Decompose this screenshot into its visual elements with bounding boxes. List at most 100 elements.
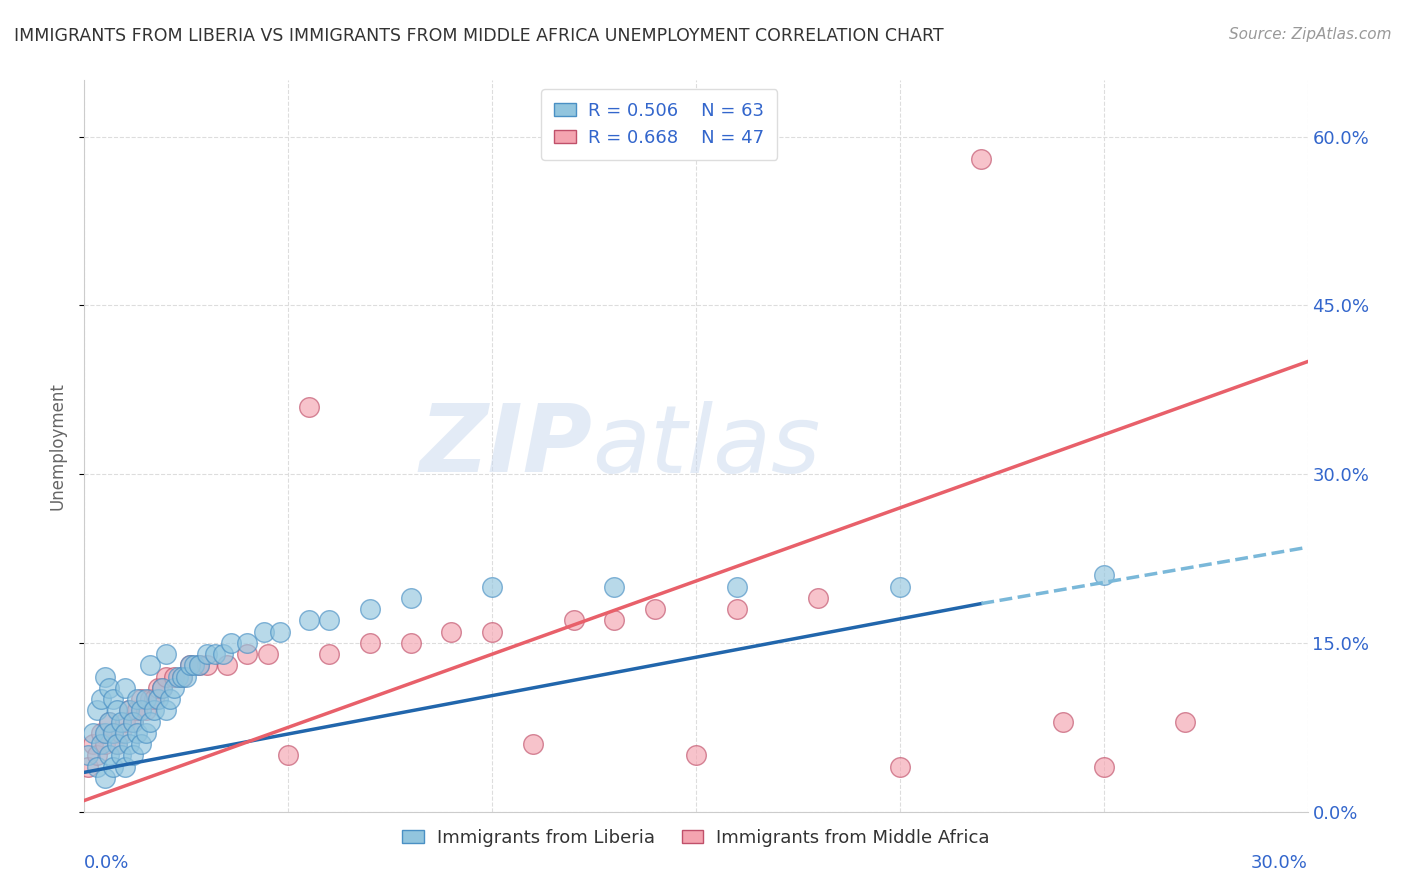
Point: [101, 726, 124, 740]
Point: [138, 714, 160, 729]
Point: [97, 714, 120, 729]
Point: [163, 670, 186, 684]
Point: [889, 580, 911, 594]
Point: [105, 703, 128, 717]
Point: [118, 703, 141, 717]
Point: [318, 614, 340, 628]
Text: Source: ZipAtlas.com: Source: ZipAtlas.com: [1229, 27, 1392, 42]
Point: [644, 602, 666, 616]
Text: atlas: atlas: [592, 401, 820, 491]
Point: [163, 681, 186, 695]
Point: [889, 760, 911, 774]
Point: [114, 726, 136, 740]
Point: [269, 624, 291, 639]
Point: [114, 714, 136, 729]
Point: [1092, 760, 1115, 774]
Point: [110, 726, 132, 740]
Point: [298, 614, 321, 628]
Point: [187, 658, 209, 673]
Point: [93, 670, 115, 684]
Point: [127, 692, 149, 706]
Point: [603, 580, 626, 594]
Point: [359, 636, 381, 650]
Point: [219, 636, 242, 650]
Point: [90, 726, 112, 740]
Point: [82, 737, 104, 751]
Legend: Immigrants from Liberia, Immigrants from Middle Africa: Immigrants from Liberia, Immigrants from…: [395, 822, 997, 854]
Point: [122, 714, 145, 729]
Text: IMMIGRANTS FROM LIBERIA VS IMMIGRANTS FROM MIDDLE AFRICA UNEMPLOYMENT CORRELATIO: IMMIGRANTS FROM LIBERIA VS IMMIGRANTS FR…: [14, 27, 943, 45]
Point: [93, 737, 115, 751]
Point: [204, 647, 226, 661]
Point: [481, 624, 503, 639]
Point: [399, 591, 422, 605]
Point: [217, 658, 239, 673]
Point: [82, 726, 104, 740]
Point: [90, 737, 112, 751]
Point: [1174, 714, 1197, 729]
Point: [135, 692, 157, 706]
Point: [118, 703, 141, 717]
Point: [138, 658, 160, 673]
Point: [253, 624, 276, 639]
Text: ZIP: ZIP: [419, 400, 592, 492]
Point: [257, 647, 280, 661]
Point: [481, 580, 503, 594]
Point: [685, 748, 707, 763]
Point: [135, 726, 157, 740]
Point: [118, 737, 141, 751]
Point: [86, 748, 108, 763]
Point: [562, 614, 585, 628]
Point: [77, 748, 100, 763]
Point: [101, 692, 124, 706]
Point: [1052, 714, 1074, 729]
Point: [603, 614, 626, 628]
Point: [150, 681, 173, 695]
Point: [105, 737, 128, 751]
Point: [93, 726, 115, 740]
Point: [146, 692, 169, 706]
Point: [146, 681, 169, 695]
Point: [110, 748, 132, 763]
Point: [522, 737, 544, 751]
Point: [97, 681, 120, 695]
Point: [135, 703, 157, 717]
Point: [159, 692, 181, 706]
Point: [122, 748, 145, 763]
Point: [138, 692, 160, 706]
Point: [155, 703, 177, 717]
Point: [122, 714, 145, 729]
Point: [127, 726, 149, 740]
Text: 30.0%: 30.0%: [1251, 855, 1308, 872]
Point: [127, 703, 149, 717]
Point: [298, 400, 321, 414]
Point: [150, 681, 173, 695]
Point: [131, 692, 153, 706]
Point: [114, 681, 136, 695]
Y-axis label: Unemployment: Unemployment: [48, 382, 66, 510]
Point: [318, 647, 340, 661]
Point: [195, 647, 218, 661]
Point: [155, 670, 177, 684]
Point: [105, 737, 128, 751]
Point: [236, 647, 259, 661]
Point: [212, 647, 235, 661]
Point: [277, 748, 299, 763]
Point: [110, 714, 132, 729]
Point: [97, 714, 120, 729]
Point: [90, 692, 112, 706]
Point: [187, 658, 209, 673]
Point: [77, 760, 100, 774]
Point: [359, 602, 381, 616]
Point: [807, 591, 830, 605]
Point: [440, 624, 463, 639]
Point: [114, 760, 136, 774]
Point: [172, 670, 194, 684]
Point: [183, 658, 205, 673]
Point: [101, 760, 124, 774]
Point: [179, 658, 201, 673]
Point: [101, 726, 124, 740]
Point: [142, 703, 165, 717]
Point: [155, 647, 177, 661]
Point: [93, 771, 115, 785]
